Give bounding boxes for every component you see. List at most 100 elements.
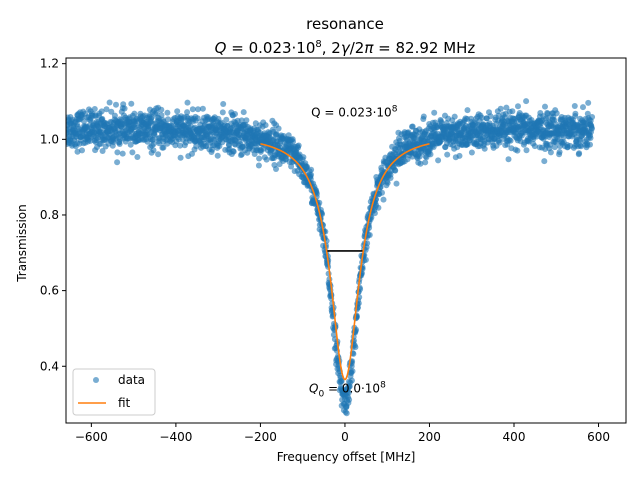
data-point [111,112,118,119]
data-point [262,122,269,129]
data-point [444,151,451,158]
data-point [103,106,110,113]
data-point [375,204,382,211]
data-point [431,109,438,116]
data-point [384,179,391,186]
data-point [295,142,302,149]
data-point [99,148,106,154]
q-loaded-exp: 8 [392,105,398,115]
data-point [164,109,171,116]
data-point [151,132,158,139]
data-point [194,115,201,122]
data-point [427,151,434,158]
data-point [223,116,230,123]
data-point [531,143,538,150]
data-point [131,110,138,117]
data-point [468,149,475,156]
data-point [184,109,191,116]
q-intrinsic-annotation: Q0 = 0.0·108 [309,381,386,400]
data-point [572,110,579,117]
x-tick-label: 600 [587,430,610,444]
data-point [189,106,196,113]
data-point [451,113,458,120]
data-point [371,210,378,217]
data-point [523,98,530,105]
data-point [481,145,488,152]
data-point [509,108,516,115]
data-point [505,156,512,163]
y-axis-label: Transmission [15,204,29,283]
x-tick-label: 400 [503,430,526,444]
data-point [515,103,521,110]
y-tick-label: 1.0 [40,132,59,146]
data-point [114,149,121,156]
data-point [240,109,247,116]
data-point [514,147,521,154]
plot-frame [65,57,627,424]
data-point [230,148,237,155]
data-point [158,106,165,113]
data-point [556,149,563,155]
data-point [338,378,345,385]
data-point [393,180,400,187]
data-point [285,132,292,139]
data-point [127,141,134,148]
data-point [91,106,98,112]
y-tick-label: 1.2 [40,57,59,71]
data-point [184,99,191,106]
data-point [417,160,424,167]
data-point [232,111,238,117]
data-point [129,149,136,156]
subtitle-gamma: γ [341,39,351,57]
data-point [177,154,184,161]
data-point [195,106,201,113]
data-series [66,98,596,417]
data-point [199,105,206,112]
data-point [503,104,510,111]
data-point [330,331,337,338]
data-point [174,108,181,115]
data-point [220,101,227,107]
q-intrinsic-text: = 0.0·10 [324,382,380,396]
data-point [193,143,200,150]
data-point [98,108,105,115]
chart-subtitle: Q = 0.023·108, 2γ/2π = 82.92 MHz [215,39,476,57]
data-point [128,100,135,107]
data-point [155,151,162,158]
data-point [420,113,427,120]
data-point [366,232,373,238]
data-point [541,158,548,165]
x-tick-label: 200 [418,430,441,444]
data-point [238,117,245,124]
fit-line [260,143,430,381]
data-point [456,152,463,159]
data-point [273,166,279,172]
data-point [300,154,307,161]
data-point [134,154,141,160]
data-point [177,142,184,149]
fit-series [260,143,430,381]
data-point [392,167,399,174]
data-point [263,156,270,163]
data-point [290,138,296,145]
data-point [275,125,282,132]
data-point [422,159,429,166]
data-point [364,240,371,247]
data-point [533,133,540,140]
x-tick-label: −400 [159,430,192,444]
data-point [587,141,593,148]
data-point [585,99,592,106]
data-point [150,141,157,147]
data-point [345,389,352,396]
data-point [553,110,560,117]
chart-title: resonance [306,15,384,33]
data-point [158,112,165,119]
data-point [589,114,596,120]
data-point [588,125,595,132]
data-point [497,105,504,112]
data-point [496,139,503,146]
subtitle-q-value: = 0.023·10 [226,39,315,57]
data-point [308,166,315,173]
data-point [74,148,81,155]
data-point [387,175,394,181]
